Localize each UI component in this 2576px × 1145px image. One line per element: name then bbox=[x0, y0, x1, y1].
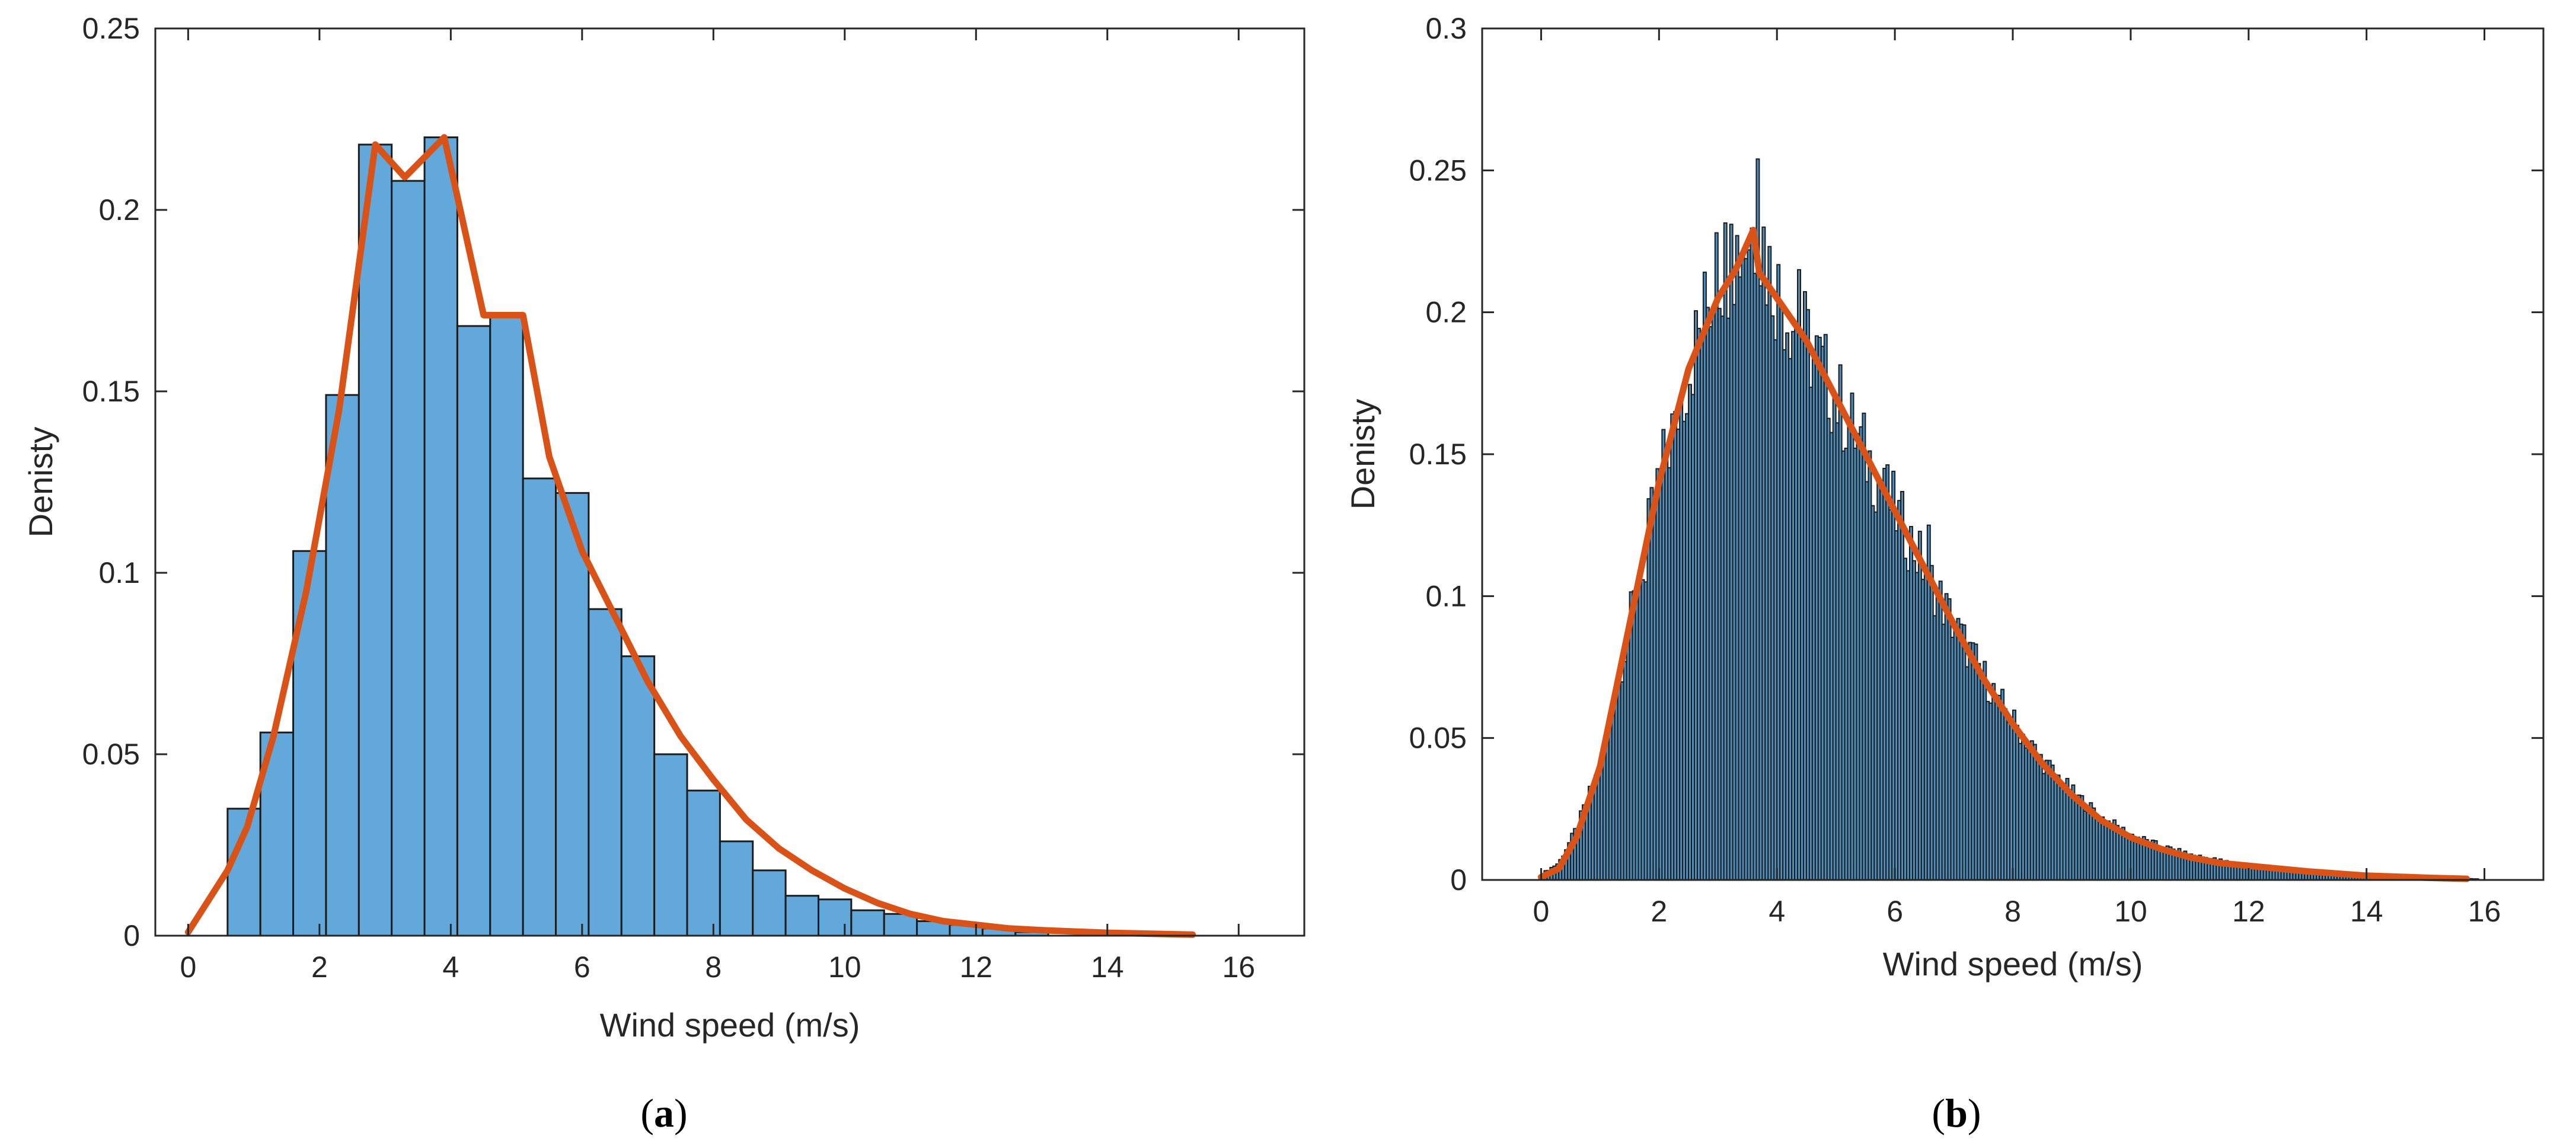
bars-group-a bbox=[226, 136, 1049, 937]
y-tick-label: 0.2 bbox=[1425, 296, 1467, 329]
histogram-bar bbox=[456, 325, 491, 937]
histogram-bar bbox=[850, 909, 885, 937]
x-tick-label: 12 bbox=[2232, 895, 2265, 928]
x-ticks-a: 0 2 4 6 8 10 12 14 16 bbox=[180, 28, 1255, 984]
histogram-chart-a: 0 2 4 6 8 10 12 14 16 0 0.05 0.1 0.15 0.2 0.25 Wind s… bbox=[22, 12, 1305, 1136]
fitted-density-line bbox=[1537, 227, 2470, 882]
histogram-bar bbox=[423, 136, 458, 937]
y-axis-label-a: Denisty bbox=[22, 427, 59, 538]
x-axis-label-b: Wind speed (m/s) bbox=[1883, 945, 2143, 983]
y-tick-label: 0.05 bbox=[82, 738, 140, 771]
y-tick-label: 0.15 bbox=[1409, 438, 1467, 471]
y-tick-label: 0.25 bbox=[1409, 154, 1467, 187]
y-tick-label: 0.05 bbox=[1409, 722, 1467, 755]
chart-panel-a: 0 2 4 6 8 10 12 14 16 0 0.05 0.1 0.15 0.2 0.25 Wind s… bbox=[22, 12, 1305, 1136]
histogram-bar bbox=[489, 314, 524, 937]
x-tick-label: 16 bbox=[1222, 951, 1255, 984]
plot-frame-a bbox=[154, 27, 1305, 937]
histogram-bar bbox=[686, 789, 721, 937]
histogram-bar bbox=[357, 143, 393, 937]
y-tick-label: 0.1 bbox=[1425, 579, 1467, 613]
histogram-bar bbox=[818, 898, 853, 937]
y-tick-label: 0.1 bbox=[98, 556, 140, 589]
histogram-bar bbox=[391, 180, 426, 937]
x-tick-label: 2 bbox=[1651, 895, 1667, 928]
bars-group-b bbox=[1540, 158, 2479, 881]
x-tick-label: 16 bbox=[2468, 895, 2501, 928]
x-tick-label: 8 bbox=[705, 951, 722, 984]
x-tick-label: 0 bbox=[1533, 895, 1550, 928]
x-tick-label: 14 bbox=[2350, 895, 2383, 928]
histogram-bar bbox=[522, 477, 557, 937]
histogram-bar bbox=[588, 608, 623, 937]
histogram-bar bbox=[752, 869, 787, 937]
x-tick-label: 12 bbox=[959, 951, 992, 984]
y-tick-label: 0.15 bbox=[82, 375, 140, 408]
x-tick-label: 8 bbox=[2004, 895, 2021, 928]
y-ticks-a: 0 0.05 0.1 0.15 0.2 0.25 bbox=[82, 12, 1304, 952]
fit-curve-group-b bbox=[1537, 227, 2470, 882]
x-tick-label: 10 bbox=[2114, 895, 2147, 928]
x-tick-label: 14 bbox=[1091, 951, 1124, 984]
x-tick-label: 6 bbox=[1886, 895, 1903, 928]
x-tick-label: 0 bbox=[180, 951, 196, 984]
x-tick-label: 6 bbox=[574, 951, 590, 984]
caption-a: (a) bbox=[640, 1090, 687, 1136]
fit-curve-group-a bbox=[184, 134, 1196, 938]
histogram-bar bbox=[719, 840, 754, 937]
x-ticks-b: 0 2 4 6 8 10 12 14 16 bbox=[1533, 28, 2501, 928]
histogram-bar bbox=[325, 394, 360, 937]
x-tick-label: 10 bbox=[828, 951, 861, 984]
chart-panel-b: 0 2 4 6 8 10 12 14 16 0 0.05 0.1 0.15 0.2 0.25 0.3 Win… bbox=[1340, 0, 2576, 1145]
fitted-density-line bbox=[184, 134, 1196, 938]
y-tick-label: 0.2 bbox=[98, 193, 140, 227]
histogram-chart-b: 0 2 4 6 8 10 12 14 16 0 0.05 0.1 0.15 0.2 0.25 0.3 Win… bbox=[1344, 12, 2545, 1136]
y-tick-label: 0 bbox=[123, 919, 140, 952]
y-ticks-b: 0 0.05 0.1 0.15 0.2 0.25 0.3 bbox=[1409, 12, 2543, 897]
y-tick-label: 0.3 bbox=[1425, 12, 1467, 45]
histogram-bar bbox=[292, 550, 327, 937]
histogram-bar bbox=[784, 895, 820, 937]
y-axis-label-b: Denisty bbox=[1344, 399, 1381, 510]
caption-b: (b) bbox=[1932, 1090, 1981, 1136]
y-tick-label: 0.25 bbox=[82, 12, 140, 45]
histogram-bar bbox=[653, 753, 688, 937]
x-axis-label-a: Wind speed (m/s) bbox=[600, 1006, 860, 1044]
histogram-bar bbox=[620, 655, 656, 937]
x-tick-label: 4 bbox=[442, 951, 459, 984]
x-tick-label: 4 bbox=[1769, 895, 1785, 928]
y-tick-label: 0 bbox=[1450, 863, 1467, 897]
x-tick-label: 2 bbox=[311, 951, 328, 984]
